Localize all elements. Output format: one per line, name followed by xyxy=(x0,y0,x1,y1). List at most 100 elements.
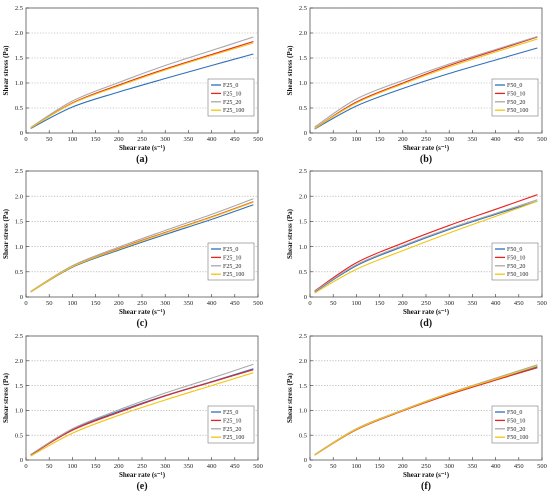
y-axis-title: Shear stress (Pa) xyxy=(286,208,294,259)
panel-label: (a) xyxy=(136,154,148,165)
x-tick-label: 450 xyxy=(230,463,240,470)
x-tick-label: 200 xyxy=(114,300,124,307)
x-tick-label: 500 xyxy=(537,463,547,470)
series-line-F25_20 xyxy=(30,36,254,128)
x-tick-label: 0 xyxy=(308,300,311,307)
legend-label: F25_20 xyxy=(223,427,241,433)
y-tick-label: 2.0 xyxy=(299,193,307,200)
x-tick-label: 100 xyxy=(352,463,362,470)
chart-panel: 0 0.5 1.0 1.5 2.0 2.5 0 50 100 150 200 250 300 350 400… xyxy=(2,5,263,165)
y-tick-label: 2.5 xyxy=(299,333,307,340)
x-tick-label: 150 xyxy=(375,300,385,307)
legend-label: F50_100 xyxy=(507,435,528,441)
legend-label: F50_20 xyxy=(507,100,525,106)
legend-label: F50_100 xyxy=(507,108,528,114)
x-tick-label: 0 xyxy=(24,136,27,143)
legend-label: F25_20 xyxy=(223,264,241,270)
legend-label: F25_0 xyxy=(223,410,238,416)
series-line-F50_10 xyxy=(314,194,538,292)
y-tick-label: 0.5 xyxy=(15,269,23,276)
x-tick-label: 450 xyxy=(230,300,240,307)
legend-label: F25_100 xyxy=(223,435,244,441)
x-axis-title: Shear rate (s⁻¹) xyxy=(403,471,450,479)
y-tick-label: 1.0 xyxy=(15,80,23,87)
y-tick-label: 2.5 xyxy=(15,333,23,340)
legend-label: F50_0 xyxy=(507,247,522,253)
x-tick-label: 400 xyxy=(207,136,217,143)
panel-label: (e) xyxy=(136,481,147,492)
y-tick-label: 2.5 xyxy=(299,5,307,12)
series-line-F50_100 xyxy=(314,38,538,129)
x-tick-label: 350 xyxy=(184,136,194,143)
x-tick-label: 100 xyxy=(68,300,78,307)
panel-label: (c) xyxy=(136,318,147,329)
x-tick-label: 300 xyxy=(160,300,170,307)
x-tick-label: 500 xyxy=(253,300,263,307)
x-axis-title: Shear rate (s⁻¹) xyxy=(403,308,450,316)
panel-label: (f) xyxy=(421,481,431,492)
legend-label: F50_20 xyxy=(507,427,525,433)
y-tick-label: 1.5 xyxy=(299,383,307,390)
x-tick-label: 100 xyxy=(68,136,78,143)
x-tick-label: 50 xyxy=(330,300,337,307)
series-line-F50_100 xyxy=(314,365,538,456)
series-line-F25_100 xyxy=(30,201,254,293)
legend-label: F25_10 xyxy=(223,91,241,97)
x-tick-label: 200 xyxy=(398,136,408,143)
x-tick-label: 150 xyxy=(91,136,101,143)
x-tick-label: 0 xyxy=(308,136,311,143)
y-tick-label: 1.0 xyxy=(299,408,307,415)
x-tick-label: 450 xyxy=(230,136,240,143)
y-tick-label: 0.5 xyxy=(299,432,307,439)
y-axis-title: Shear stress (Pa) xyxy=(2,45,10,96)
panel-label: (d) xyxy=(420,318,432,329)
x-tick-label: 200 xyxy=(114,136,124,143)
legend-label: F25_10 xyxy=(223,255,241,261)
y-tick-label: 1.0 xyxy=(15,408,23,415)
x-tick-label: 100 xyxy=(68,463,78,470)
x-tick-label: 150 xyxy=(91,300,101,307)
chart-panel: 0 0.5 1.0 1.5 2.0 2.5 0 50 100 150 200 250 300 350 400… xyxy=(286,168,547,329)
y-tick-label: 0.5 xyxy=(15,105,23,112)
y-axis-title: Shear stress (Pa) xyxy=(2,372,10,423)
x-tick-label: 50 xyxy=(46,463,53,470)
y-tick-label: 0.5 xyxy=(299,105,307,112)
series-line-F50_0 xyxy=(314,200,538,293)
x-tick-label: 400 xyxy=(207,463,217,470)
panel-label: (b) xyxy=(420,154,432,165)
x-tick-label: 50 xyxy=(46,300,53,307)
series-line-F25_100 xyxy=(30,372,254,457)
x-tick-label: 250 xyxy=(421,463,431,470)
series-line-F50_20 xyxy=(314,35,538,128)
y-tick-label: 1.0 xyxy=(299,80,307,87)
y-tick-label: 0.5 xyxy=(15,432,23,439)
series-line-F25_0 xyxy=(30,53,254,129)
x-tick-label: 50 xyxy=(330,136,337,143)
y-tick-label: 2.0 xyxy=(299,30,307,37)
x-tick-label: 300 xyxy=(444,136,454,143)
x-tick-label: 100 xyxy=(352,136,362,143)
legend-label: F25_100 xyxy=(223,272,244,278)
y-tick-label: 2.5 xyxy=(15,5,23,12)
x-tick-label: 50 xyxy=(46,136,53,143)
y-axis-title: Shear stress (Pa) xyxy=(286,372,294,423)
legend-label: F25_0 xyxy=(223,247,238,253)
chart-panel: 0 0.5 1.0 1.5 2.0 2.5 0 50 100 150 200 250 300 350 400… xyxy=(286,5,547,165)
chart-panel: 0 0.5 1.0 1.5 2.0 2.5 0 50 100 150 200 250 300 350 400… xyxy=(2,168,263,329)
legend-label: F25_20 xyxy=(223,100,241,106)
y-tick-label: 2.5 xyxy=(299,168,307,175)
legend-label: F25_0 xyxy=(223,83,238,89)
legend-label: F50_10 xyxy=(507,418,525,424)
x-tick-label: 250 xyxy=(421,136,431,143)
legend-label: F50_20 xyxy=(507,264,525,270)
legend-label: F50_10 xyxy=(507,255,525,261)
series-line-F25_20 xyxy=(30,198,254,292)
y-tick-label: 1.5 xyxy=(15,55,23,62)
x-tick-label: 200 xyxy=(398,300,408,307)
y-tick-label: 0.5 xyxy=(299,269,307,276)
y-tick-label: 2.0 xyxy=(299,358,307,365)
y-tick-label: 1.0 xyxy=(15,244,23,251)
x-tick-label: 400 xyxy=(207,300,217,307)
x-tick-label: 100 xyxy=(352,300,362,307)
